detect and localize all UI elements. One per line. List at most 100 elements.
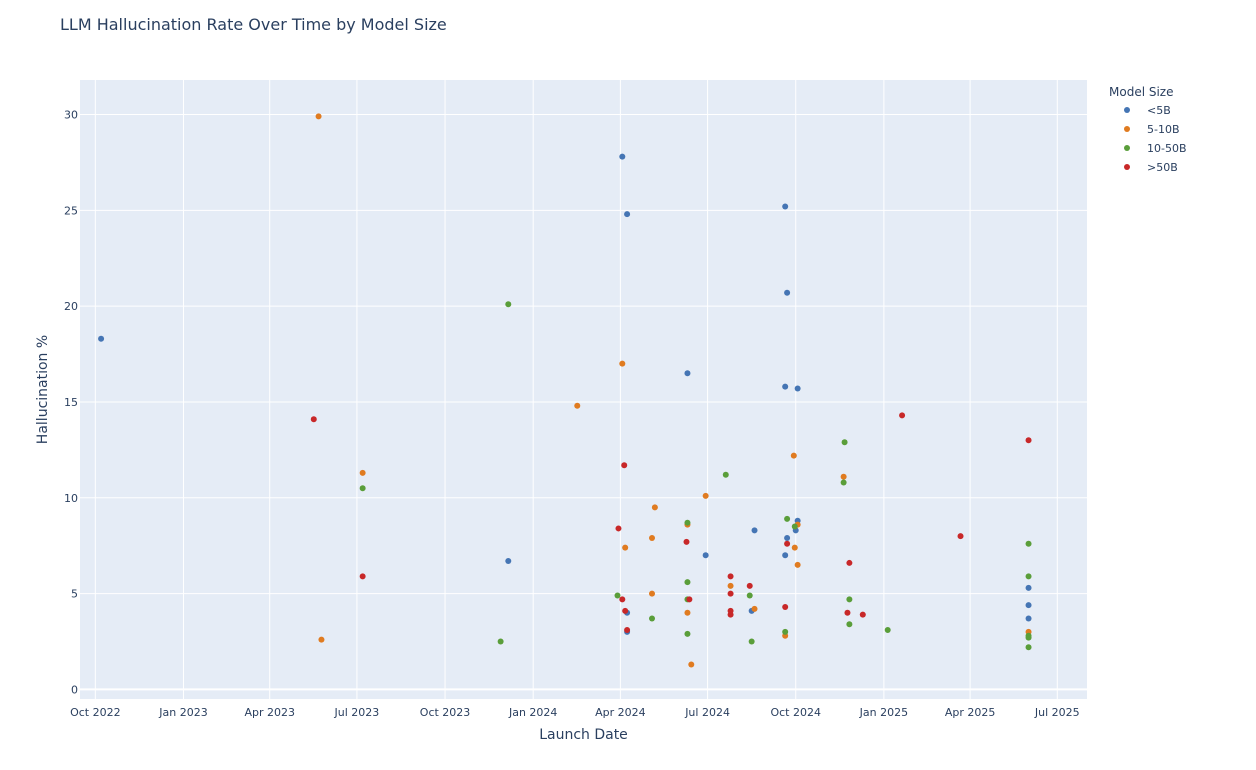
data-point[interactable] xyxy=(1025,584,1032,591)
data-point[interactable] xyxy=(318,636,325,643)
data-point[interactable] xyxy=(791,544,798,551)
data-point[interactable] xyxy=(684,609,691,616)
x-tick-label: Apr 2023 xyxy=(244,706,295,719)
data-point[interactable] xyxy=(840,473,847,480)
data-point[interactable] xyxy=(859,611,866,618)
x-tick-label: Jan 2025 xyxy=(859,706,908,719)
data-point[interactable] xyxy=(794,385,801,392)
data-point[interactable] xyxy=(702,552,709,559)
data-point[interactable] xyxy=(727,590,734,597)
data-point[interactable] xyxy=(684,519,691,526)
data-point[interactable] xyxy=(619,596,626,603)
data-point[interactable] xyxy=(957,533,964,540)
data-point[interactable] xyxy=(683,538,690,545)
data-point[interactable] xyxy=(497,638,504,645)
data-point[interactable] xyxy=(846,559,853,566)
data-point[interactable] xyxy=(684,630,691,637)
legend-marker xyxy=(1124,145,1130,151)
legend-label: 5-10B xyxy=(1147,123,1180,136)
legend[interactable]: Model Size <5B 5-10B 10-50B >50B xyxy=(1109,85,1187,174)
data-point[interactable] xyxy=(649,615,656,622)
data-point[interactable] xyxy=(791,523,798,530)
data-point[interactable] xyxy=(622,544,629,551)
data-point[interactable] xyxy=(574,402,581,409)
data-point[interactable] xyxy=(686,596,693,603)
data-point[interactable] xyxy=(1025,615,1032,622)
data-point[interactable] xyxy=(751,605,758,612)
data-point[interactable] xyxy=(727,611,734,618)
data-point[interactable] xyxy=(784,540,791,547)
data-point[interactable] xyxy=(790,452,797,459)
data-point[interactable] xyxy=(784,515,791,522)
data-point[interactable] xyxy=(615,525,622,532)
data-point[interactable] xyxy=(722,471,729,478)
data-point[interactable] xyxy=(794,561,801,568)
plot-area xyxy=(80,80,1087,699)
data-point[interactable] xyxy=(684,579,691,586)
data-point[interactable] xyxy=(727,582,734,589)
data-point[interactable] xyxy=(782,203,789,210)
data-point[interactable] xyxy=(846,621,853,628)
data-point[interactable] xyxy=(621,462,628,469)
legend-item[interactable]: <5B xyxy=(1124,104,1171,117)
legend-label: <5B xyxy=(1147,104,1171,117)
data-point[interactable] xyxy=(310,416,317,423)
data-point[interactable] xyxy=(505,301,512,308)
data-point[interactable] xyxy=(359,485,366,492)
data-point[interactable] xyxy=(622,607,629,614)
data-point[interactable] xyxy=(684,370,691,377)
data-point[interactable] xyxy=(505,558,512,565)
data-point[interactable] xyxy=(841,439,848,446)
data-point[interactable] xyxy=(614,592,621,599)
data-point[interactable] xyxy=(688,661,695,668)
x-tick-label: Jan 2024 xyxy=(508,706,557,719)
y-tick-label: 15 xyxy=(64,396,78,409)
data-point[interactable] xyxy=(359,469,366,476)
y-tick-label: 20 xyxy=(64,300,78,313)
data-point[interactable] xyxy=(727,573,734,580)
data-point[interactable] xyxy=(1025,437,1032,444)
data-point[interactable] xyxy=(1025,634,1032,641)
x-tick-label: Jan 2023 xyxy=(158,706,207,719)
data-point[interactable] xyxy=(1025,573,1032,580)
legend-item[interactable]: 10-50B xyxy=(1124,142,1187,155)
legend-marker xyxy=(1124,126,1130,132)
data-point[interactable] xyxy=(846,596,853,603)
data-point[interactable] xyxy=(1025,644,1032,651)
data-point[interactable] xyxy=(649,590,656,597)
data-point[interactable] xyxy=(884,627,891,634)
legend-label: 10-50B xyxy=(1147,142,1187,155)
data-point[interactable] xyxy=(98,335,105,342)
data-point[interactable] xyxy=(359,573,366,580)
data-point[interactable] xyxy=(782,383,789,390)
legend-marker xyxy=(1124,164,1130,170)
x-tick-label: Jul 2025 xyxy=(1034,706,1080,719)
data-point[interactable] xyxy=(702,492,709,499)
data-point[interactable] xyxy=(619,360,626,367)
data-point[interactable] xyxy=(782,552,789,559)
data-points xyxy=(98,113,1032,668)
data-point[interactable] xyxy=(782,628,789,635)
data-point[interactable] xyxy=(782,604,789,611)
data-point[interactable] xyxy=(899,412,906,419)
data-point[interactable] xyxy=(746,592,753,599)
data-point[interactable] xyxy=(1025,602,1032,609)
data-point[interactable] xyxy=(784,289,791,296)
x-tick-label: Apr 2024 xyxy=(595,706,646,719)
data-point[interactable] xyxy=(624,627,631,634)
legend-item[interactable]: 5-10B xyxy=(1124,123,1180,136)
legend-item[interactable]: >50B xyxy=(1124,161,1178,174)
data-point[interactable] xyxy=(784,535,791,542)
data-point[interactable] xyxy=(315,113,322,120)
data-point[interactable] xyxy=(748,638,755,645)
data-point[interactable] xyxy=(619,153,626,160)
data-point[interactable] xyxy=(751,527,758,534)
data-point[interactable] xyxy=(840,479,847,486)
data-point[interactable] xyxy=(1025,540,1032,547)
data-point[interactable] xyxy=(651,504,658,511)
data-point[interactable] xyxy=(844,609,851,616)
data-point[interactable] xyxy=(649,535,656,542)
y-tick-label: 30 xyxy=(64,108,78,121)
data-point[interactable] xyxy=(746,582,753,589)
data-point[interactable] xyxy=(624,211,631,218)
